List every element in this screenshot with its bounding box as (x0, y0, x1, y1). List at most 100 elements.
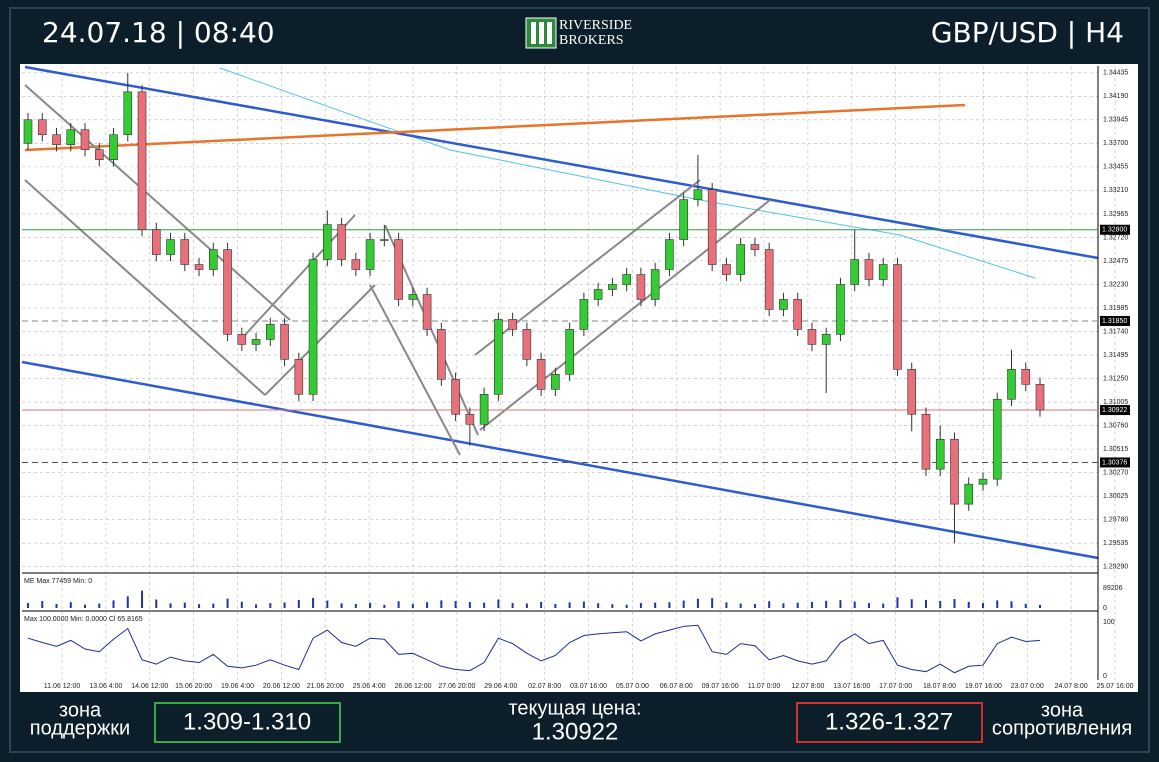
x-tick-label: 25.07 16:00 (1097, 683, 1134, 690)
candle-body (579, 299, 589, 330)
candle-body (151, 229, 161, 255)
y-tick-label: 1.32720 (1103, 234, 1128, 241)
y-tick-label: 1.34435 (1103, 70, 1128, 77)
candle-body (351, 259, 361, 270)
resistance-zone: 1.326-1.327 (825, 708, 953, 735)
trend-line (21, 360, 1099, 560)
y-tick-label: 1.33945 (1103, 117, 1128, 124)
level-label: 1.30922 (1102, 407, 1127, 414)
oscillator-line (27, 624, 1041, 674)
x-tick-label: 13.06 4:00 (89, 683, 122, 690)
candle-body (266, 324, 275, 340)
candle-body (665, 239, 674, 270)
candle-body (494, 319, 503, 395)
candle-body (707, 189, 717, 265)
candle-body (565, 329, 574, 375)
y-tick-label: 1.33455 (1103, 164, 1128, 171)
x-tick-label: 20.06 12:00 (263, 683, 300, 690)
resistance-label: зона (1041, 699, 1084, 721)
volume-tick-label: 0 (1103, 605, 1107, 612)
x-tick-label: 21.06 20:00 (307, 683, 344, 690)
candle-body (522, 329, 532, 360)
candle-body (536, 359, 546, 390)
level-tag (1100, 315, 1130, 326)
candle-body (408, 294, 418, 300)
x-tick-label: 11.07 0:00 (748, 683, 781, 690)
candle-body (650, 269, 660, 300)
candle-body (793, 299, 802, 330)
channels (24, 84, 771, 456)
candle-body (394, 239, 403, 300)
x-tick-label: 09.07 16:00 (702, 683, 739, 690)
candle-body (907, 369, 917, 415)
candle-body (764, 249, 774, 310)
candle-body (365, 239, 375, 270)
x-tick-label: 27.06 20:00 (438, 683, 475, 690)
y-tick-label: 1.32965 (1103, 211, 1128, 218)
channel-line (24, 179, 266, 396)
x-tick-label: 19.07 16:00 (965, 683, 1002, 690)
plot: 1.34435 1.34190 1.33945 1.33700 1.33455 1.332… (22, 70, 1134, 690)
candle-body (52, 134, 61, 146)
candle-body (750, 244, 760, 250)
candle-body (878, 264, 888, 280)
channel-line (479, 199, 771, 431)
datetime: 24.07.18 | 08:40 (42, 16, 275, 49)
candle-body (722, 264, 731, 275)
x-tick-label: 25.06 4:00 (353, 683, 386, 690)
candle-body (37, 119, 47, 136)
trend-line (24, 103, 966, 152)
candle-body (992, 398, 1002, 480)
volume-title: ME Max 77459 Min: 0 (24, 578, 92, 585)
x-tick-label: 06.07 8:00 (660, 683, 693, 690)
level-label: 1.32800 (1102, 227, 1127, 234)
oscillator-tick-label: 100 (1103, 619, 1115, 626)
oscillator-title: Max 100.0000 Min: 0.0000 Cl 65.8165 (24, 616, 143, 623)
candle-body (180, 239, 190, 265)
candle-body (294, 359, 304, 395)
candle-body (893, 264, 902, 370)
y-tick-label: 1.32475 (1103, 258, 1128, 265)
candle-body (978, 478, 988, 485)
moving-average (219, 67, 1036, 279)
candle-body (622, 274, 631, 285)
candle-body (23, 119, 33, 144)
candle-body (323, 224, 332, 260)
candle-body (1007, 369, 1016, 400)
resistance-label: сопротивления (992, 717, 1132, 739)
candle-body (921, 413, 931, 470)
level-tag (1100, 405, 1130, 416)
candle-body (94, 149, 104, 160)
candle-body (422, 294, 432, 330)
candle-body (836, 284, 845, 335)
candle-body (593, 289, 603, 300)
candle-body (280, 324, 289, 360)
y-tick-label: 1.30515 (1103, 446, 1128, 453)
candle-body (380, 239, 389, 241)
candle-body (479, 394, 489, 425)
candle-body (337, 224, 346, 260)
level-tag (1100, 224, 1130, 235)
x-tick-label: 15.06 20:00 (175, 683, 212, 690)
candle-body (80, 129, 90, 150)
candle-body (693, 189, 703, 200)
x-tick-label: 26.06 12:00 (395, 683, 432, 690)
support-label: зона (59, 699, 102, 721)
y-tick-label: 1.29290 (1103, 564, 1128, 571)
logo-top: RIVERSIDE (559, 18, 632, 33)
trend-lines (21, 65, 1099, 560)
candle-body (807, 329, 817, 345)
candle-body (451, 379, 460, 415)
level-label: 1.30376 (1102, 459, 1127, 466)
candle-body (779, 299, 788, 310)
candle-body (437, 329, 446, 380)
candle-body (308, 259, 318, 395)
y-tick-label: 1.31740 (1103, 328, 1128, 335)
frame (9, 7, 1150, 753)
logo-bar (531, 22, 536, 44)
candle-body (66, 129, 76, 146)
candle-body (736, 244, 745, 275)
logo: RIVERSIDE BROKERS (525, 17, 632, 49)
candle-body (679, 199, 688, 240)
